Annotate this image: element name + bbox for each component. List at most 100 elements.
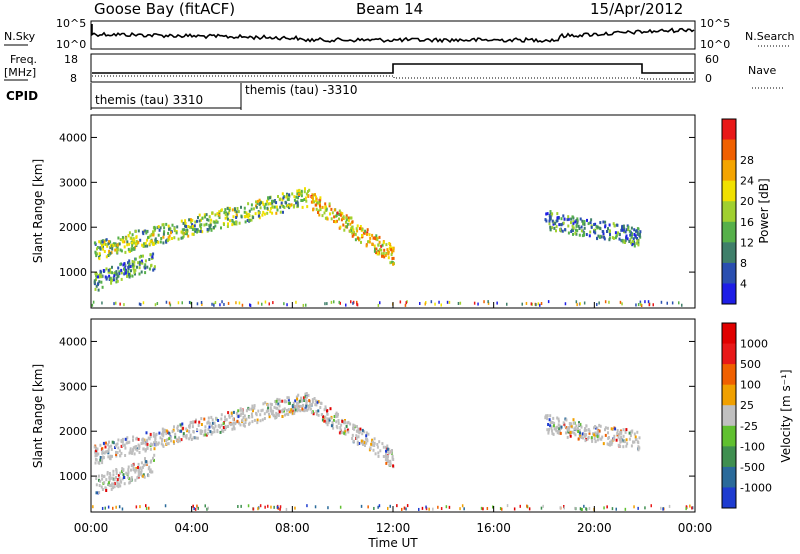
scatter-cell xyxy=(610,442,613,446)
scatter-cell xyxy=(378,440,381,444)
scatter-cell xyxy=(226,424,229,428)
scatter-cell xyxy=(173,236,176,240)
scatter-cell xyxy=(604,433,607,437)
scatter-cell xyxy=(243,424,246,428)
scatter-cell xyxy=(623,440,626,444)
scatter-cell xyxy=(385,461,388,465)
scatter-cell xyxy=(247,213,250,216)
scatter-cell xyxy=(101,285,104,289)
scatter-cell xyxy=(591,439,594,443)
scatter-cell xyxy=(574,228,577,232)
scatter-cell xyxy=(280,203,283,207)
scatter-cell xyxy=(192,430,195,434)
scatter-cell xyxy=(108,440,110,444)
scatter-cell xyxy=(142,254,144,258)
scatter-cell xyxy=(186,232,188,236)
scatter-cell xyxy=(611,236,614,240)
scatter-cell xyxy=(225,418,228,422)
scatter-cell xyxy=(235,221,237,224)
x-tick-label: 00:00 xyxy=(678,521,713,535)
scatter-cell xyxy=(307,190,309,194)
scatter-cell xyxy=(344,427,346,431)
scatter-cell xyxy=(567,217,570,221)
scatter-cell xyxy=(269,196,271,200)
scatter-cell xyxy=(113,478,116,482)
scatter-cell xyxy=(585,507,587,511)
scatter-cell xyxy=(252,207,255,211)
colorbar-swatch xyxy=(722,323,736,345)
scatter-cell xyxy=(121,507,124,511)
scatter-cell xyxy=(564,302,567,306)
scatter-cell xyxy=(206,507,208,511)
scatter-cell xyxy=(127,472,130,476)
scatter-cell xyxy=(311,400,314,404)
scatter-cell xyxy=(112,469,115,473)
scatter-cell xyxy=(548,418,551,422)
scatter-cell xyxy=(367,432,370,436)
scatter-cell xyxy=(220,417,223,421)
scatter-cell xyxy=(106,244,109,248)
scatter-cell xyxy=(326,409,328,413)
scatter-cell xyxy=(251,415,254,419)
scatter-cell xyxy=(499,506,502,510)
scatter-cell xyxy=(125,268,128,272)
scatter-cell xyxy=(349,222,352,226)
scatter-cell xyxy=(662,507,664,511)
scatter-cell xyxy=(138,260,141,264)
scatter-cell xyxy=(251,404,254,408)
scatter-cell xyxy=(567,224,570,228)
scatter-cell xyxy=(357,236,360,240)
scatter-cell xyxy=(339,301,341,305)
scatter-cell xyxy=(209,430,212,434)
scatter-cell xyxy=(358,442,361,445)
scatter-cell xyxy=(550,213,553,217)
scatter-cell xyxy=(247,202,250,206)
scatter-cell xyxy=(377,505,379,509)
scatter-cell xyxy=(305,392,308,396)
scatter-cell xyxy=(295,195,298,199)
scatter-cell xyxy=(98,240,101,244)
scatter-cell xyxy=(127,265,130,269)
scatter-cell xyxy=(564,228,567,232)
scatter-cell xyxy=(388,447,391,451)
scatter-cell xyxy=(211,211,214,215)
scatter-cell xyxy=(379,248,381,252)
scatter-cell xyxy=(224,415,226,419)
scatter-cell xyxy=(638,436,641,440)
scatter-cell xyxy=(192,504,194,508)
scatter-cell xyxy=(226,206,229,210)
scatter-cell xyxy=(270,403,273,406)
scatter-cell xyxy=(609,443,612,447)
scatter-cell xyxy=(594,231,597,235)
scatter-cell xyxy=(623,240,626,244)
scatter-cell xyxy=(312,412,315,416)
scatter-cell xyxy=(382,241,385,245)
scatter-cell xyxy=(535,303,537,307)
scatter-cell xyxy=(588,429,591,433)
scatter-cell xyxy=(222,422,225,426)
scatter-cell xyxy=(636,232,639,236)
scatter-cell xyxy=(204,425,207,429)
scatter-cell xyxy=(619,440,622,444)
scatter-cell xyxy=(382,455,385,458)
colorbar-swatch xyxy=(722,119,736,141)
scatter-cell xyxy=(137,437,140,441)
scatter-cell xyxy=(526,504,528,508)
scatter-cell xyxy=(137,466,139,469)
scatter-cell xyxy=(259,413,262,417)
scatter-cell xyxy=(294,408,297,412)
freq-trace xyxy=(92,63,694,74)
scatter-cell xyxy=(154,241,157,245)
scatter-cell xyxy=(138,302,141,306)
scatter-cell xyxy=(556,431,559,435)
scatter-cell xyxy=(625,444,628,448)
scatter-cell xyxy=(320,401,323,405)
scatter-cell xyxy=(619,445,622,448)
scatter-cell xyxy=(506,504,509,508)
scatter-cell xyxy=(284,413,286,417)
scatter-cell xyxy=(384,254,387,257)
scatter-cell xyxy=(328,202,331,206)
scatter-cell xyxy=(129,265,132,269)
scatter-cell xyxy=(130,236,133,240)
scatter-cell xyxy=(555,225,558,229)
